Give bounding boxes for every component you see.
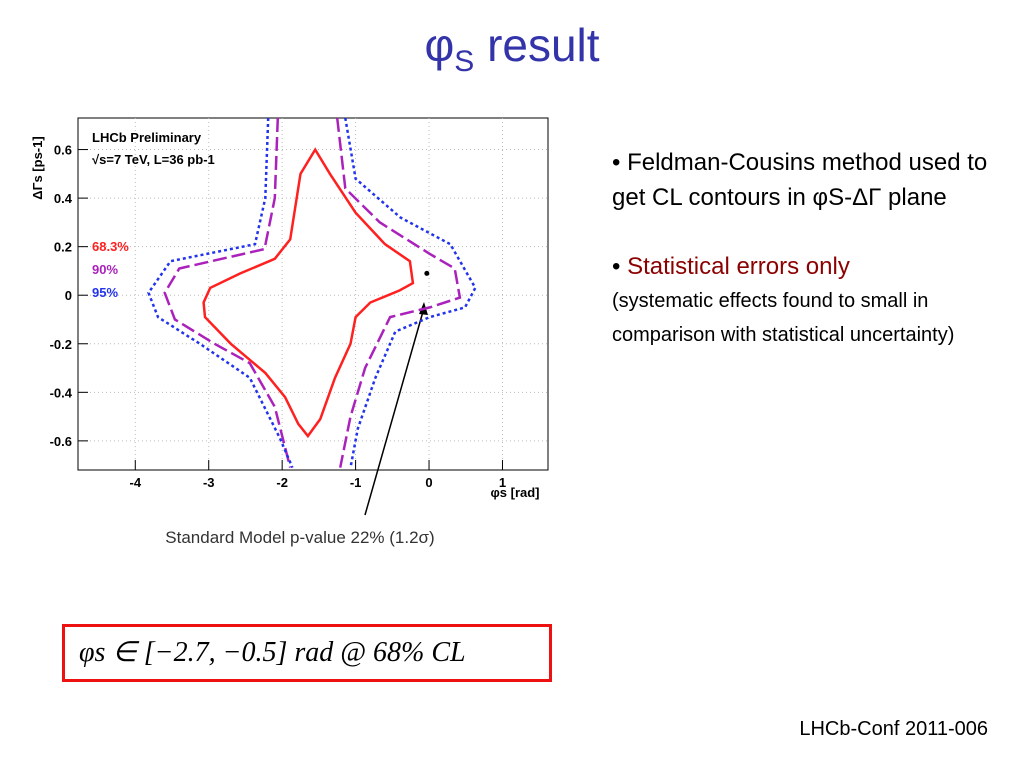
y-axis-label: ΔΓs [ps-1] — [30, 136, 45, 199]
title-symbol: φ — [424, 19, 455, 71]
x-tick-label: -1 — [350, 475, 362, 490]
plot-header: LHCb Preliminary — [92, 130, 202, 145]
contour-line — [163, 117, 462, 468]
legend-entry: 90% — [92, 262, 118, 277]
footer: LHCb-Conf 2011-006 — [799, 718, 988, 740]
contour-line — [147, 117, 477, 469]
annotation: Standard Model p-value 22% (1.2σ) — [165, 528, 434, 547]
marker — [424, 270, 430, 276]
bullet: • Statistical errors only — [612, 253, 850, 280]
bullet: • Feldman-Cousins method used to get CL … — [612, 149, 988, 211]
legend-entry: 95% — [92, 285, 118, 300]
y-tick-label: 0.4 — [54, 191, 73, 206]
x-tick-label: -3 — [203, 475, 215, 490]
bullet-text: Feldman-Cousins method used to get CL co… — [612, 149, 988, 211]
title-subscript: S — [454, 45, 475, 79]
slide-title: φS result — [0, 18, 1024, 79]
y-tick-label: -0.6 — [50, 434, 72, 449]
y-tick-label: 0.6 — [54, 143, 72, 158]
x-tick-label: -2 — [276, 475, 288, 490]
y-tick-label: -0.4 — [50, 385, 73, 400]
legend-entry: 68.3% — [92, 239, 129, 254]
arrow — [364, 307, 425, 516]
plot-header: √s=7 TeV, L=36 pb-1 — [92, 152, 215, 167]
plot-frame — [77, 117, 549, 471]
y-tick-label: -0.2 — [50, 337, 72, 352]
y-tick-label: 0 — [65, 288, 72, 303]
bullet-list: • Feldman-Cousins method used to get CL … — [612, 145, 992, 352]
x-tick-label: 1 — [499, 475, 506, 490]
title-text: result — [487, 19, 600, 71]
bullet-text: Statistical errors only — [627, 253, 850, 280]
contour-line — [202, 147, 415, 439]
bullet-note: (systematic effects found to small in co… — [612, 290, 955, 346]
x-axis-label: φs [rad] — [490, 485, 539, 500]
contour-plot: LHCb Preliminary √s=7 TeV, L=36 pb-1 φs … — [30, 117, 549, 547]
x-tick-label: -4 — [130, 475, 142, 490]
x-tick-label: 0 — [425, 475, 432, 490]
y-tick-label: 0.2 — [54, 240, 72, 255]
formula: φs ∈ [−2.7, −0.5] rad @ 68% CL — [62, 624, 552, 682]
